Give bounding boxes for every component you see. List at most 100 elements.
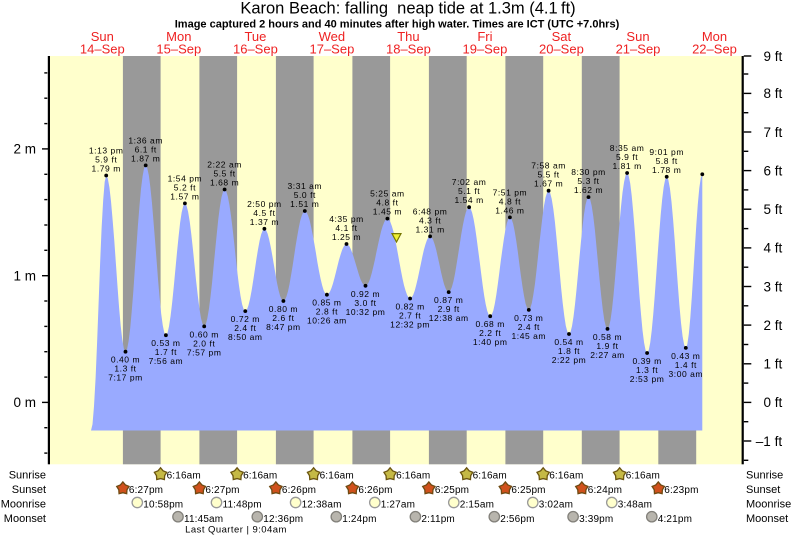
svg-text:0.82 m: 0.82 m	[395, 302, 424, 312]
svg-text:1:45 am: 1:45 am	[512, 331, 547, 341]
svg-text:5.0 ft: 5.0 ft	[294, 190, 316, 200]
svg-text:1.3 ft: 1.3 ft	[114, 364, 136, 374]
svg-text:11:48pm: 11:48pm	[223, 500, 262, 511]
svg-text:8:47 pm: 8:47 pm	[266, 322, 301, 332]
svg-text:2.7 ft: 2.7 ft	[399, 311, 421, 321]
svg-text:4:21pm: 4:21pm	[658, 514, 692, 525]
svg-text:6.1 ft: 6.1 ft	[135, 144, 157, 154]
svg-text:19–Sep: 19–Sep	[462, 42, 507, 57]
svg-text:8:50 am: 8:50 am	[228, 332, 263, 342]
svg-text:Last Quarter | 9:04am: Last Quarter | 9:04am	[185, 525, 287, 536]
svg-text:1 ft: 1 ft	[764, 357, 783, 372]
svg-text:7:17 pm: 7:17 pm	[108, 373, 143, 383]
svg-text:Tue: Tue	[244, 29, 266, 44]
svg-text:1.45 m: 1.45 m	[373, 207, 402, 217]
svg-text:5:25 am: 5:25 am	[370, 189, 405, 199]
svg-text:1.37 m: 1.37 m	[250, 217, 279, 227]
svg-text:2.4 ft: 2.4 ft	[234, 323, 256, 333]
svg-text:6:23pm: 6:23pm	[664, 485, 698, 496]
svg-text:Mon: Mon	[166, 29, 191, 44]
svg-text:6:48 pm: 6:48 pm	[413, 206, 448, 216]
svg-text:8 ft: 8 ft	[764, 86, 783, 101]
svg-text:1.87 m: 1.87 m	[131, 153, 160, 163]
svg-text:6:16am: 6:16am	[549, 471, 583, 482]
svg-text:1:24pm: 1:24pm	[342, 514, 376, 525]
svg-text:2 ft: 2 ft	[764, 318, 783, 333]
svg-text:3:00 am: 3:00 am	[669, 369, 704, 379]
svg-text:Thu: Thu	[397, 29, 419, 44]
svg-text:4.8 ft: 4.8 ft	[376, 198, 398, 208]
svg-text:1:27am: 1:27am	[381, 500, 415, 511]
svg-text:10:32 pm: 10:32 pm	[346, 307, 386, 317]
svg-text:0.53 m: 0.53 m	[151, 338, 180, 348]
svg-text:Sun: Sun	[91, 29, 114, 44]
svg-text:22–Sep: 22–Sep	[692, 42, 737, 57]
svg-text:7:57 pm: 7:57 pm	[187, 347, 222, 357]
svg-text:6:27pm: 6:27pm	[205, 485, 239, 496]
svg-text:0.68 m: 0.68 m	[476, 319, 505, 329]
svg-text:18–Sep: 18–Sep	[386, 42, 431, 57]
svg-text:6:27pm: 6:27pm	[129, 485, 163, 496]
svg-text:10:58pm: 10:58pm	[143, 500, 183, 511]
svg-text:10:26 am: 10:26 am	[307, 316, 347, 326]
svg-text:20–Sep: 20–Sep	[539, 42, 584, 57]
svg-text:1.25 m: 1.25 m	[332, 232, 361, 242]
svg-text:0.85 m: 0.85 m	[312, 298, 341, 308]
svg-text:Moonset: Moonset	[746, 513, 788, 525]
svg-text:12:38am: 12:38am	[302, 500, 342, 511]
svg-text:0 ft: 0 ft	[764, 395, 783, 410]
svg-text:1.3 ft: 1.3 ft	[636, 365, 658, 375]
svg-text:2:27 am: 2:27 am	[590, 350, 625, 360]
svg-text:2.4 ft: 2.4 ft	[518, 322, 540, 332]
svg-text:2:50 pm: 2:50 pm	[247, 199, 282, 209]
svg-text:Sunset: Sunset	[746, 484, 780, 496]
svg-text:0.43 m: 0.43 m	[671, 351, 700, 361]
svg-text:2.9 ft: 2.9 ft	[438, 304, 460, 314]
svg-text:3:48am: 3:48am	[618, 500, 652, 511]
svg-text:2.0 ft: 2.0 ft	[193, 338, 215, 348]
svg-text:6:26pm: 6:26pm	[282, 485, 316, 496]
svg-text:5.5 ft: 5.5 ft	[213, 169, 235, 179]
svg-text:0.73 m: 0.73 m	[514, 313, 543, 323]
svg-text:1.68 m: 1.68 m	[210, 178, 239, 188]
svg-text:7:58 am: 7:58 am	[531, 161, 566, 171]
svg-text:1.8 ft: 1.8 ft	[558, 346, 580, 356]
svg-text:6:25pm: 6:25pm	[511, 485, 545, 496]
svg-text:4.8 ft: 4.8 ft	[499, 196, 521, 206]
svg-text:14–Sep: 14–Sep	[80, 42, 125, 57]
svg-text:2.2 ft: 2.2 ft	[479, 328, 501, 338]
svg-text:2:53 pm: 2:53 pm	[630, 374, 665, 384]
svg-text:3:39pm: 3:39pm	[579, 514, 613, 525]
svg-text:1:40 pm: 1:40 pm	[473, 337, 508, 347]
svg-text:12:38 am: 12:38 am	[429, 313, 469, 323]
svg-text:3:02am: 3:02am	[539, 500, 573, 511]
svg-text:2:15am: 2:15am	[460, 500, 494, 511]
svg-text:9 ft: 9 ft	[764, 49, 783, 64]
svg-text:0.40 m: 0.40 m	[111, 355, 140, 365]
svg-text:Sunrise: Sunrise	[9, 470, 46, 482]
svg-text:0.39 m: 0.39 m	[632, 356, 661, 366]
svg-text:2:22 pm: 2:22 pm	[552, 355, 587, 365]
svg-text:1.67 m: 1.67 m	[534, 179, 563, 189]
svg-text:1:13 pm: 1:13 pm	[89, 146, 124, 156]
svg-text:0.87 m: 0.87 m	[434, 295, 463, 305]
svg-text:1.31 m: 1.31 m	[415, 224, 444, 234]
svg-text:4.5 ft: 4.5 ft	[253, 208, 275, 218]
svg-text:17–Sep: 17–Sep	[309, 42, 354, 57]
svg-text:Moonrise: Moonrise	[1, 499, 46, 511]
svg-text:1.62 m: 1.62 m	[574, 185, 603, 195]
svg-text:0 m: 0 m	[13, 395, 36, 410]
svg-text:0.92 m: 0.92 m	[351, 289, 380, 299]
svg-text:2:56pm: 2:56pm	[500, 514, 534, 525]
svg-text:4 ft: 4 ft	[764, 241, 783, 256]
svg-text:4:35 pm: 4:35 pm	[329, 214, 364, 224]
svg-text:5.9 ft: 5.9 ft	[616, 152, 638, 162]
svg-text:6:16am: 6:16am	[167, 471, 201, 482]
svg-text:1:36 am: 1:36 am	[128, 135, 163, 145]
svg-text:6:24pm: 6:24pm	[588, 485, 622, 496]
svg-text:8:35 am: 8:35 am	[610, 143, 645, 153]
svg-text:21–Sep: 21–Sep	[616, 42, 661, 57]
svg-text:Karon Beach: falling neap tid: Karon Beach: falling neap tide at 1.3m (…	[240, 0, 575, 18]
svg-text:Sunrise: Sunrise	[746, 470, 783, 482]
svg-text:5.9 ft: 5.9 ft	[95, 155, 117, 165]
